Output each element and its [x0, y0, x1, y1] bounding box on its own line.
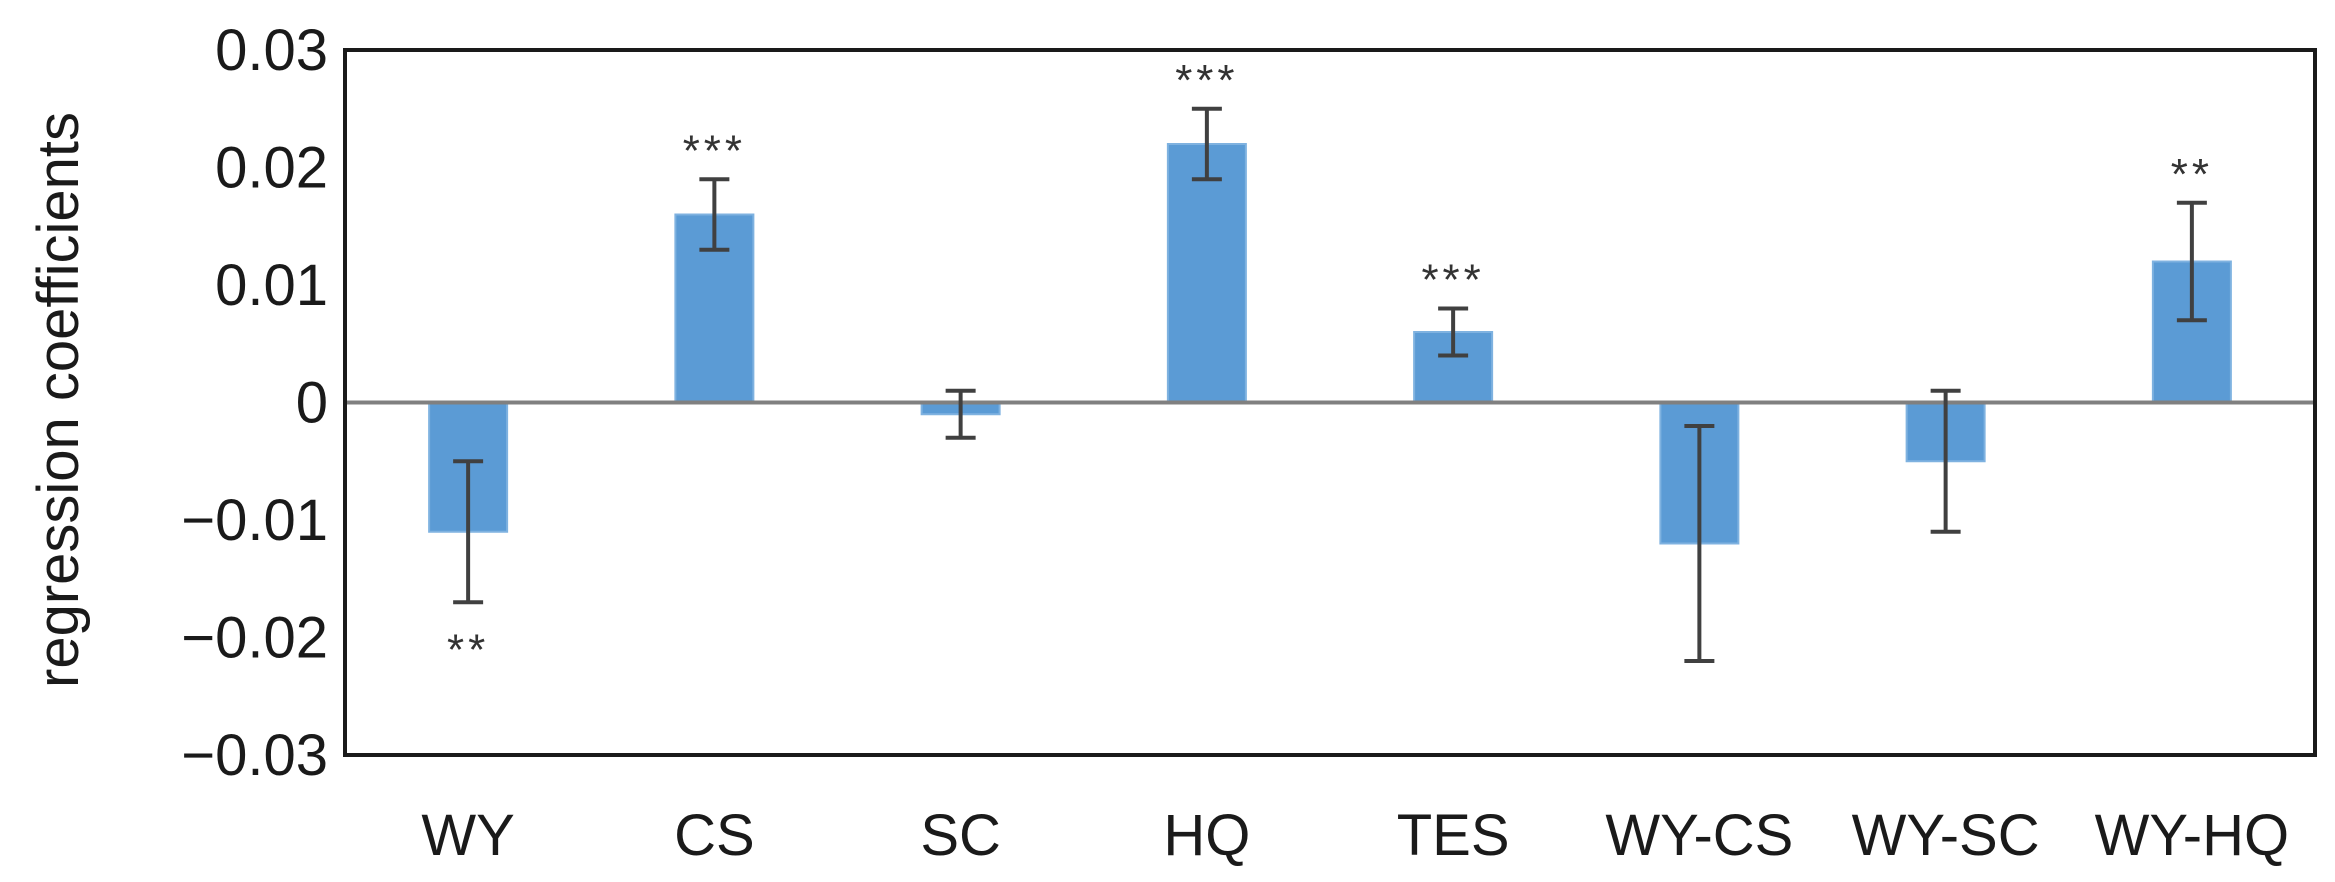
y-tick-label: 0.03 — [215, 18, 328, 83]
y-tick-label: −0.02 — [181, 606, 328, 671]
y-tick-label: −0.03 — [181, 723, 328, 788]
bar-hq — [1166, 143, 1247, 404]
significance-marker: *** — [1175, 56, 1238, 105]
x-tick-label: TES — [1397, 803, 1510, 868]
significance-marker: ** — [2171, 150, 2213, 199]
x-tick-label: WY-HQ — [2095, 803, 2289, 868]
plot-frame — [343, 48, 2317, 757]
significance-marker: ** — [447, 625, 489, 674]
x-tick-label: WY-CS — [1605, 803, 1793, 868]
significance-marker: *** — [1421, 256, 1484, 305]
x-tick-label: WY-SC — [1852, 803, 2040, 868]
x-tick-label: CS — [674, 803, 755, 868]
significance-marker: *** — [683, 126, 746, 175]
y-tick-label: 0.01 — [215, 253, 328, 318]
x-tick-label: HQ — [1163, 803, 1250, 868]
x-tick-label: SC — [920, 803, 1001, 868]
y-tick-label: 0 — [296, 371, 328, 436]
y-axis-label: regression coefficients — [26, 112, 91, 688]
y-tick-label: −0.01 — [181, 488, 328, 553]
x-tick-label: WY — [421, 803, 514, 868]
y-tick-label: 0.02 — [215, 136, 328, 201]
